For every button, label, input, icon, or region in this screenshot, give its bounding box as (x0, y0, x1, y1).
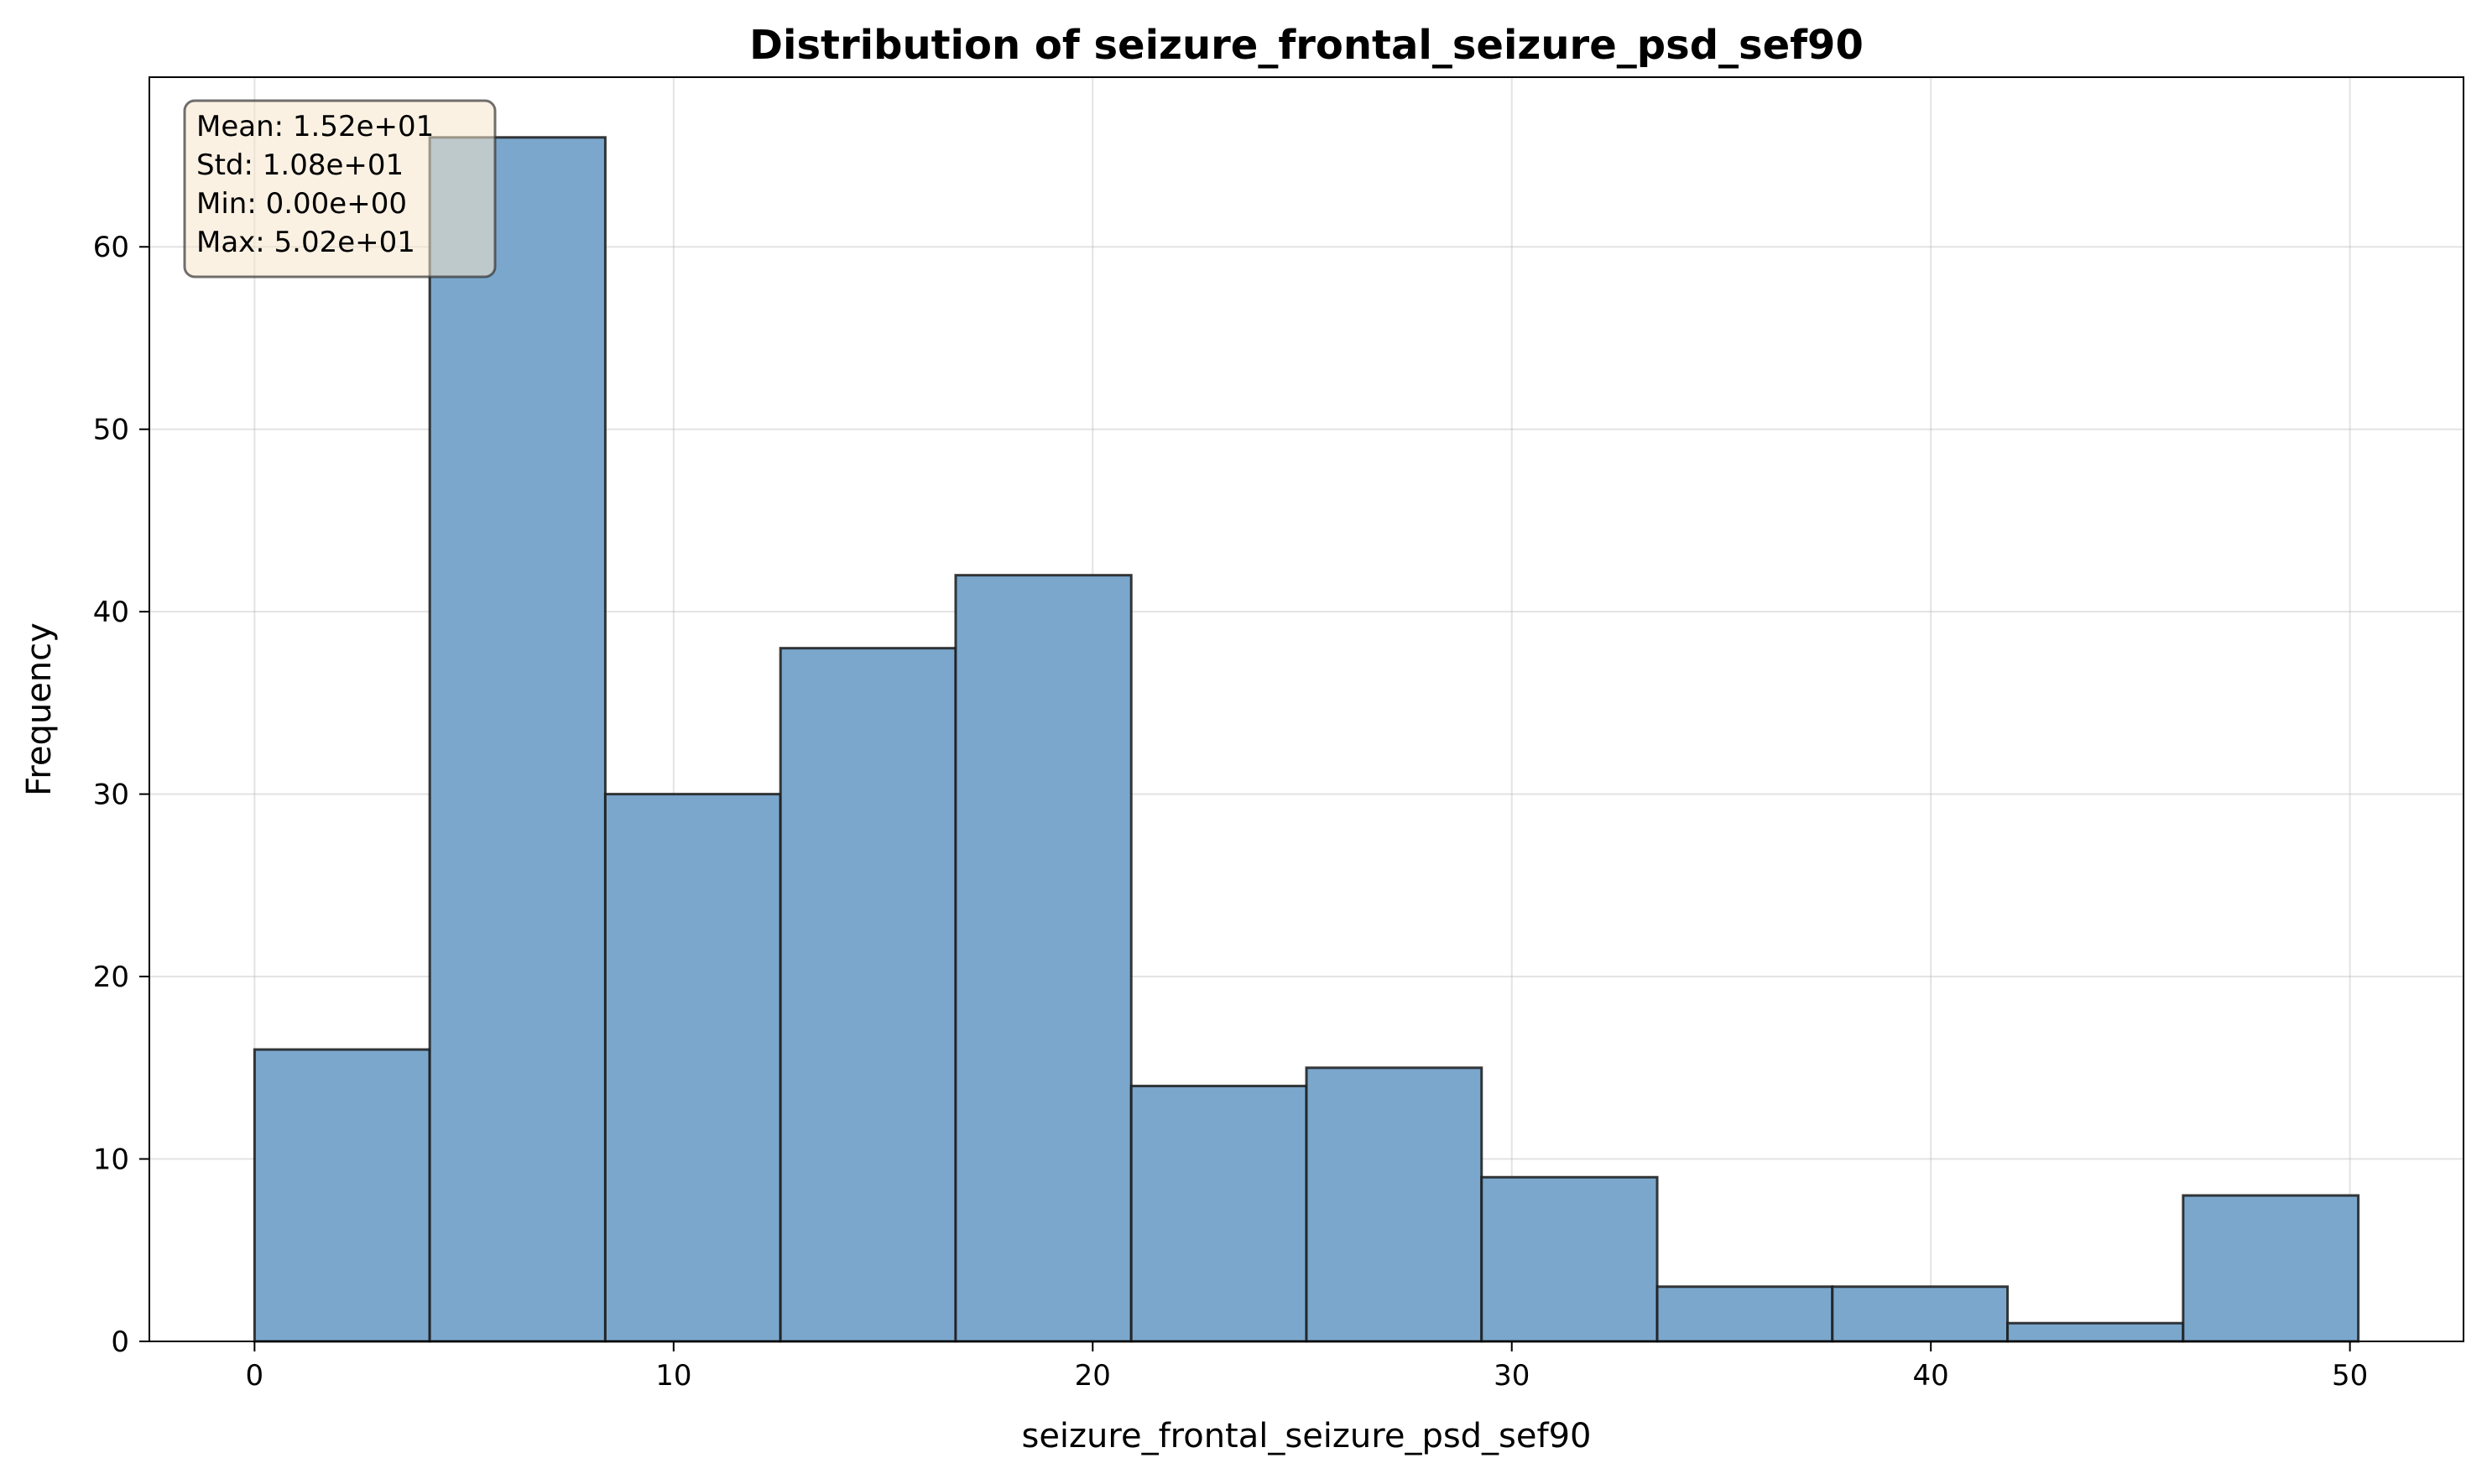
bars-layer (253, 136, 2360, 1343)
stats-mean: Mean: 1.52e+01 (196, 110, 434, 143)
y-tick-label: 30 (93, 778, 129, 812)
histogram-bar (1831, 1285, 2010, 1343)
x-axis-label: seizure_frontal_seizure_psd_sef90 (1021, 1417, 1591, 1455)
histogram-bar (1655, 1285, 1834, 1343)
x-tick-label: 10 (655, 1359, 691, 1393)
histogram-bar (954, 574, 1133, 1343)
histogram-bar (1129, 1085, 1308, 1343)
histogram-bar (1305, 1066, 1483, 1343)
chart-title: Distribution of seizure_frontal_seizure_… (749, 22, 1864, 69)
x-tick-label: 40 (1913, 1359, 1949, 1393)
histogram-bar (428, 136, 607, 1343)
y-axis-label: Frequency (20, 622, 59, 796)
y-tick-label: 50 (93, 414, 129, 447)
x-tick-label: 20 (1075, 1359, 1111, 1393)
stats-box: Mean: 1.52e+01 Std: 1.08e+01 Min: 0.00e+… (183, 99, 497, 279)
x-tick-label: 30 (1494, 1359, 1530, 1393)
y-tick-label: 40 (93, 596, 129, 629)
stats-min: Min: 0.00e+00 (196, 187, 407, 221)
histogram-bar (603, 793, 782, 1343)
y-tick-label: 20 (93, 961, 129, 994)
stats-box-background (183, 99, 497, 279)
y-tick-label: 0 (111, 1325, 129, 1359)
y-tick-label: 60 (93, 231, 129, 264)
histogram-bar (253, 1048, 431, 1343)
stats-max: Max: 5.02e+01 (196, 226, 415, 259)
x-tick-label: 50 (2332, 1359, 2368, 1393)
ticks-layer: 0 10 20 30 40 50 0 10 20 30 40 50 60 (93, 231, 2369, 1393)
x-tick-label: 0 (246, 1359, 264, 1393)
stats-std: Std: 1.08e+01 (196, 148, 404, 182)
histogram-bar (2006, 1321, 2185, 1343)
histogram-bar (1480, 1175, 1659, 1343)
histogram-bar (2182, 1194, 2360, 1343)
histogram-bar (779, 647, 957, 1343)
y-tick-label: 10 (93, 1143, 129, 1177)
plot-frame (149, 76, 2464, 1342)
